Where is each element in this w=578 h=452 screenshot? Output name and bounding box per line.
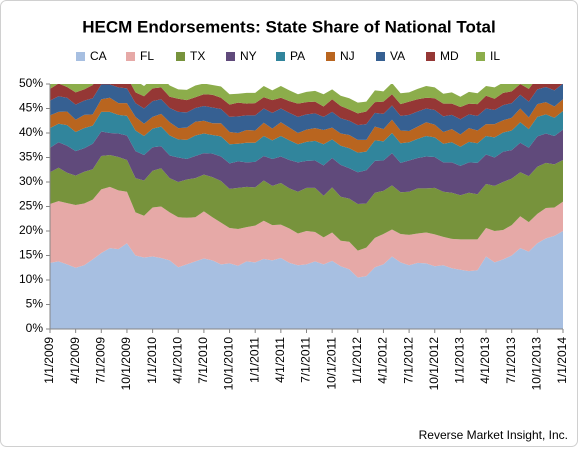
y-tick-label: 50% <box>19 76 43 90</box>
x-tick-label: 1/1/2009 <box>42 337 56 384</box>
y-tick-label: 35% <box>19 150 43 164</box>
x-tick-label: 4/1/2012 <box>376 337 390 384</box>
area <box>50 129 563 205</box>
legend-swatch <box>176 52 185 61</box>
x-tick-label: 10/1/2013 <box>530 337 544 391</box>
x-tick-label: 10/1/2009 <box>119 337 133 391</box>
y-tick-label: 25% <box>19 199 43 213</box>
legend-swatch <box>226 52 235 61</box>
legend-swatch <box>376 52 385 61</box>
legend-label: IL <box>490 49 500 63</box>
legend-swatch <box>476 52 485 61</box>
x-tick-label: 4/1/2011 <box>273 337 287 383</box>
x-tick-label: 7/1/2011 <box>299 337 313 383</box>
legend-label: TX <box>190 49 205 63</box>
x-tick-label: 7/1/2009 <box>93 337 107 384</box>
x-tick-label: 10/1/2010 <box>222 337 236 391</box>
y-tick-label: 40% <box>19 125 43 139</box>
area <box>50 186 563 278</box>
y-tick-label: 30% <box>19 174 43 188</box>
area <box>50 155 563 251</box>
y-tick-label: 15% <box>19 248 43 262</box>
source-note: Reverse Market Insight, Inc. <box>419 428 568 442</box>
plot-area <box>50 84 563 329</box>
area <box>50 110 563 173</box>
x-tick-label: 4/1/2010 <box>170 337 184 384</box>
x-tick-label: 10/1/2012 <box>427 337 441 391</box>
legend-label: VA <box>390 49 405 63</box>
area <box>50 97 563 153</box>
legend-label: FL <box>140 49 154 63</box>
x-tick-label: 1/1/2013 <box>453 337 467 384</box>
y-tick-label: 0% <box>26 321 44 335</box>
x-tick-label: 7/1/2012 <box>401 337 415 384</box>
y-tick-label: 10% <box>19 272 43 286</box>
legend-label: CA <box>90 49 107 63</box>
legend-label: PA <box>290 49 305 63</box>
legend-swatch <box>276 52 285 61</box>
chart-title: HECM Endorsements: State Share of Nation… <box>82 17 495 36</box>
legend-swatch <box>126 52 135 61</box>
area <box>50 84 533 114</box>
area <box>50 84 563 140</box>
x-tick-label: 1/1/2012 <box>350 337 364 384</box>
x-tick-label: 1/1/2014 <box>555 337 569 384</box>
y-tick-label: 5% <box>26 297 44 311</box>
area <box>50 84 563 126</box>
legend-swatch <box>426 52 435 61</box>
x-tick-label: 4/1/2013 <box>478 337 492 384</box>
y-tick-label: 20% <box>19 223 43 237</box>
x-tick-label: 4/1/2009 <box>68 337 82 384</box>
x-tick-label: 1/1/2011 <box>247 337 261 383</box>
legend-label: NJ <box>340 49 355 63</box>
x-tick-label: 7/1/2010 <box>196 337 210 384</box>
legend-swatch <box>326 52 335 61</box>
legend-swatch <box>76 52 85 61</box>
area <box>50 231 563 329</box>
y-tick-label: 45% <box>19 101 43 115</box>
x-tick-label: 7/1/2013 <box>504 337 518 384</box>
legend-label: NY <box>240 49 257 63</box>
x-tick-label: 1/1/2010 <box>145 337 159 384</box>
x-tick-label: 10/1/2011 <box>324 337 338 390</box>
legend-label: MD <box>440 49 459 63</box>
